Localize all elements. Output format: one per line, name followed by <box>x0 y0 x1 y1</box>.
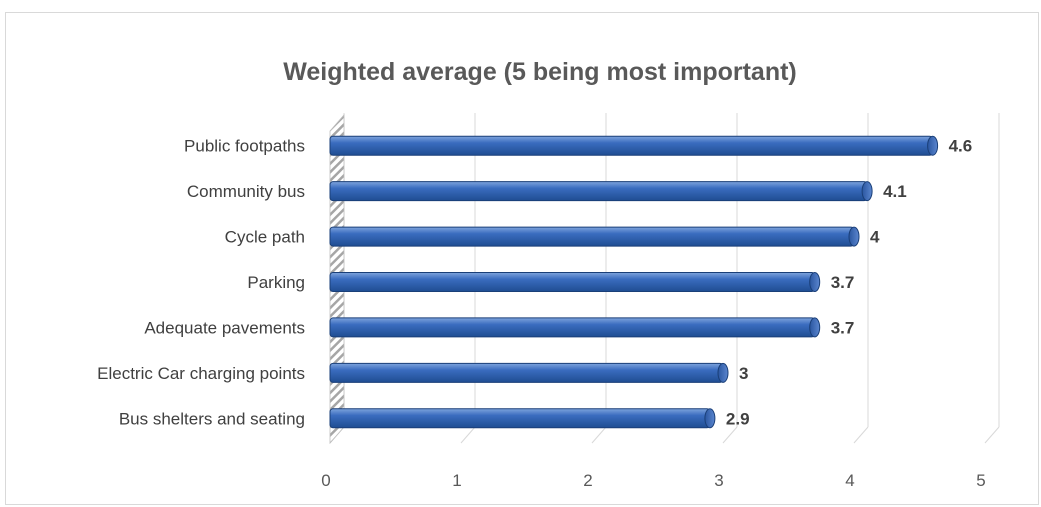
grid-floor-line <box>591 426 607 444</box>
x-tick-label: 4 <box>845 471 854 490</box>
category-label: Bus shelters and seating <box>119 409 305 428</box>
data-label: 4.1 <box>883 182 907 201</box>
bar <box>329 181 868 202</box>
bar <box>329 272 816 292</box>
x-tick-label: 3 <box>714 471 723 490</box>
x-tick-label: 2 <box>583 471 592 490</box>
category-label: Cycle path <box>225 228 305 247</box>
bar <box>329 362 724 383</box>
category-label: Electric Car charging points <box>97 364 305 383</box>
bar <box>329 226 855 247</box>
data-label: 3 <box>739 364 748 383</box>
category-label: Adequate pavements <box>144 318 305 337</box>
bar <box>329 408 711 429</box>
grid-floor-line <box>984 426 1000 444</box>
x-tick-label: 1 <box>452 471 461 490</box>
grid-floor-line <box>460 426 476 444</box>
bar-end-cap <box>809 317 821 338</box>
data-label: 2.9 <box>726 409 750 428</box>
category-label: Parking <box>247 273 305 292</box>
category-label: Public footpaths <box>184 137 305 156</box>
bar <box>329 135 934 156</box>
x-tick-label: 5 <box>976 471 985 490</box>
labels: 0 1 2 3 4 5 Public footpaths 4.6 Community bus 4.… <box>97 137 986 490</box>
data-label: 4.6 <box>949 137 973 156</box>
bar-end-cap <box>809 272 821 292</box>
grid-floor-line <box>853 426 869 444</box>
x-tick-label: 0 <box>321 471 330 490</box>
data-label: 3.7 <box>831 273 855 292</box>
bar-end-cap <box>717 362 729 383</box>
data-label: 4 <box>870 228 880 247</box>
bar-end-cap <box>848 226 860 247</box>
bars <box>329 135 939 429</box>
bar-end-cap <box>861 181 873 202</box>
grid-floor-line <box>722 426 738 444</box>
chart-title: Weighted average (5 being most important… <box>283 58 797 86</box>
bar-end-cap <box>927 135 939 156</box>
category-label: Community bus <box>187 182 305 201</box>
data-label: 3.7 <box>831 318 855 337</box>
bar <box>329 317 816 338</box>
bar-end-cap <box>704 408 716 429</box>
